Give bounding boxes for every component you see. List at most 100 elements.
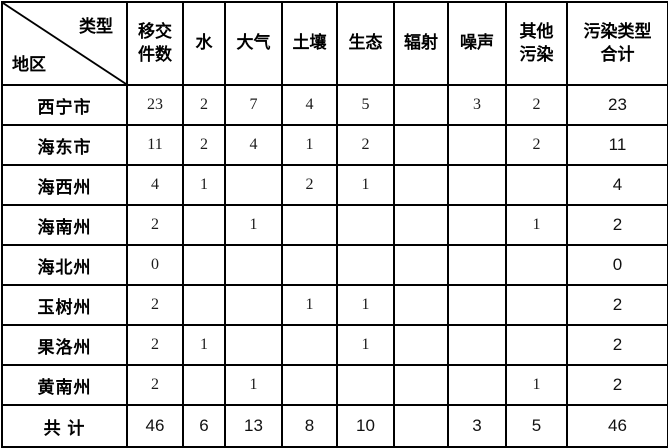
data-cell bbox=[505, 324, 568, 366]
data-cell bbox=[393, 244, 449, 286]
data-cell: 2 bbox=[505, 84, 568, 126]
data-cell bbox=[447, 364, 507, 406]
data-cell: 1 bbox=[336, 284, 395, 326]
data-cell: 2 bbox=[126, 284, 184, 326]
total-cell: 13 bbox=[224, 404, 283, 448]
data-cell bbox=[393, 204, 449, 246]
total-cell: 8 bbox=[281, 404, 338, 448]
data-cell bbox=[505, 284, 568, 326]
data-cell bbox=[393, 84, 449, 126]
data-cell: 4 bbox=[224, 124, 283, 166]
col-header-water: 水 bbox=[182, 1, 226, 86]
data-cell: 1 bbox=[336, 324, 395, 366]
data-cell: 1 bbox=[336, 164, 395, 206]
total-cell: 10 bbox=[336, 404, 395, 448]
col-header-air: 大气 bbox=[224, 1, 283, 86]
data-cell bbox=[447, 164, 507, 206]
data-cell: 1 bbox=[281, 124, 338, 166]
data-cell: 23 bbox=[126, 84, 184, 126]
data-cell bbox=[182, 244, 226, 286]
col-header-soil: 土壤 bbox=[281, 1, 338, 86]
data-cell: 1 bbox=[182, 324, 226, 366]
data-cell: 2 bbox=[126, 204, 184, 246]
data-cell bbox=[505, 244, 568, 286]
data-cell bbox=[281, 204, 338, 246]
data-cell: 2 bbox=[505, 124, 568, 166]
data-cell bbox=[447, 204, 507, 246]
col-header-other-pollution: 其他 污染 bbox=[505, 1, 568, 86]
total-cell: 46 bbox=[566, 404, 668, 448]
data-cell bbox=[447, 244, 507, 286]
data-cell: 1 bbox=[224, 364, 283, 406]
data-cell: 2 bbox=[281, 164, 338, 206]
data-cell bbox=[182, 364, 226, 406]
data-cell bbox=[281, 364, 338, 406]
total-cell: 5 bbox=[505, 404, 568, 448]
row-total-cell: 4 bbox=[566, 164, 668, 206]
total-cell: 46 bbox=[126, 404, 184, 448]
data-cell bbox=[224, 244, 283, 286]
data-cell bbox=[336, 204, 395, 246]
row-total-cell: 2 bbox=[566, 324, 668, 366]
data-cell bbox=[182, 284, 226, 326]
data-cell: 2 bbox=[182, 84, 226, 126]
data-cell bbox=[393, 284, 449, 326]
row-haidong: 海东市 11 2 4 1 2 2 11 bbox=[1, 124, 668, 166]
data-cell bbox=[393, 324, 449, 366]
data-cell: 2 bbox=[182, 124, 226, 166]
row-total-cell: 2 bbox=[566, 364, 668, 406]
row-yushu: 玉树州 2 1 1 2 bbox=[1, 284, 668, 326]
total-cell: 6 bbox=[182, 404, 226, 448]
col-header-noise: 噪声 bbox=[447, 1, 507, 86]
region-cell: 黄南州 bbox=[1, 364, 128, 406]
region-cell: 海北州 bbox=[1, 244, 128, 286]
row-total-cell: 23 bbox=[566, 84, 668, 126]
row-huangnan: 黄南州 2 1 1 2 bbox=[1, 364, 668, 406]
data-cell: 1 bbox=[224, 204, 283, 246]
corner-cell: 类型 地区 bbox=[1, 1, 128, 86]
corner-label-type: 类型 bbox=[79, 17, 113, 36]
region-cell: 海西州 bbox=[1, 164, 128, 206]
row-xining: 西宁市 23 2 7 4 5 3 2 23 bbox=[1, 84, 668, 126]
region-cell: 玉树州 bbox=[1, 284, 128, 326]
data-cell: 0 bbox=[126, 244, 184, 286]
data-cell bbox=[393, 364, 449, 406]
data-cell bbox=[393, 164, 449, 206]
total-label-cell: 共 计 bbox=[1, 404, 128, 448]
row-total: 共 计 46 6 13 8 10 3 5 46 bbox=[1, 404, 668, 448]
data-cell: 2 bbox=[336, 124, 395, 166]
data-cell: 11 bbox=[126, 124, 184, 166]
corner-label-region: 地区 bbox=[12, 55, 46, 74]
data-cell bbox=[336, 244, 395, 286]
data-cell bbox=[447, 284, 507, 326]
data-cell: 2 bbox=[126, 364, 184, 406]
row-total-cell: 11 bbox=[566, 124, 668, 166]
row-total-cell: 0 bbox=[566, 244, 668, 286]
row-haixi: 海西州 4 1 2 1 4 bbox=[1, 164, 668, 206]
total-cell bbox=[393, 404, 449, 448]
col-header-transfer-count: 移交 件数 bbox=[126, 1, 184, 86]
data-cell bbox=[281, 244, 338, 286]
col-header-ecology: 生态 bbox=[336, 1, 395, 86]
data-cell: 2 bbox=[126, 324, 184, 366]
data-cell: 1 bbox=[182, 164, 226, 206]
row-haibei: 海北州 0 0 bbox=[1, 244, 668, 286]
col-header-radiation: 辐射 bbox=[393, 1, 449, 86]
data-cell bbox=[224, 324, 283, 366]
data-cell bbox=[447, 124, 507, 166]
header-row: 类型 地区 移交 件数 水 大气 土壤 生态 辐射 噪声 其他 污染 污染类型 … bbox=[1, 1, 668, 86]
region-cell: 果洛州 bbox=[1, 324, 128, 366]
row-hainan: 海南州 2 1 1 2 bbox=[1, 204, 668, 246]
data-cell: 4 bbox=[281, 84, 338, 126]
region-cell: 海南州 bbox=[1, 204, 128, 246]
data-cell: 3 bbox=[447, 84, 507, 126]
data-cell: 4 bbox=[126, 164, 184, 206]
col-header-pollution-type-total: 污染类型 合计 bbox=[566, 1, 668, 86]
diagonal-divider bbox=[3, 3, 126, 84]
region-cell: 海东市 bbox=[1, 124, 128, 166]
data-cell bbox=[281, 324, 338, 366]
data-cell: 1 bbox=[505, 204, 568, 246]
region-cell: 西宁市 bbox=[1, 84, 128, 126]
